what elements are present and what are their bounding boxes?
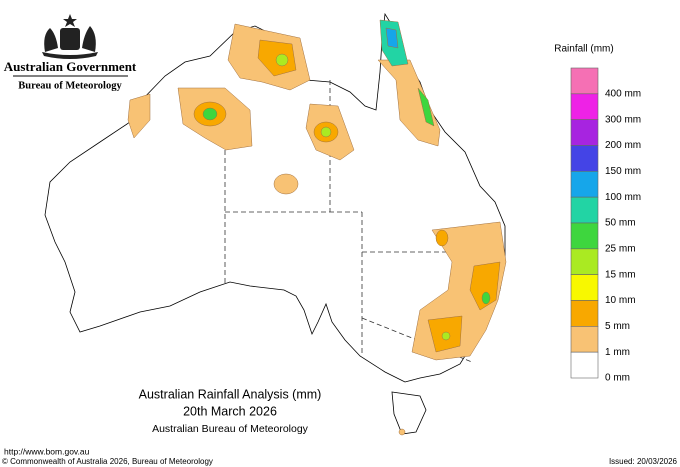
legend-swatch bbox=[570, 67, 599, 95]
legend-swatch bbox=[570, 171, 599, 198]
legend-label: 5 mm bbox=[605, 321, 630, 332]
legend-label: 400 mm bbox=[605, 88, 641, 99]
legend-swatch bbox=[570, 145, 599, 172]
legend-swatch bbox=[570, 93, 599, 120]
legend-label: 200 mm bbox=[605, 140, 641, 151]
map bbox=[44, 12, 507, 436]
australia-outline bbox=[44, 12, 506, 383]
legend-swatch bbox=[570, 222, 599, 250]
legend-swatch bbox=[570, 248, 599, 275]
agency-name: Bureau of Meteorology bbox=[18, 80, 122, 91]
legend-swatch bbox=[570, 300, 599, 327]
legend-label: 100 mm bbox=[605, 192, 641, 203]
legend-label: 10 mm bbox=[605, 295, 636, 306]
legend-label: 1 mm bbox=[605, 347, 630, 358]
tasmania bbox=[391, 391, 427, 435]
legend-swatch bbox=[570, 351, 599, 379]
legend-swatch bbox=[570, 119, 599, 146]
rainfall-areas bbox=[127, 19, 507, 436]
legend-label: 150 mm bbox=[605, 166, 641, 177]
map-title: Australian Rainfall Analysis (mm) bbox=[139, 387, 322, 401]
legend-swatch bbox=[570, 274, 599, 301]
coat-of-arms bbox=[42, 14, 98, 59]
legend-label: 0 mm bbox=[605, 373, 630, 384]
map-source: Australian Bureau of Meteorology bbox=[152, 423, 309, 435]
legend-label: 25 mm bbox=[605, 243, 636, 254]
legend-label: 15 mm bbox=[605, 269, 636, 280]
government-name: Australian Government bbox=[4, 59, 137, 74]
footer-url: http://www.bom.gov.au bbox=[4, 446, 90, 456]
legend-swatch bbox=[570, 196, 599, 224]
legend: 400 mm 300 mm 200 mm 150 mm 100 mm 50 mm 25 mm… bbox=[570, 67, 641, 384]
legend-label: 50 mm bbox=[605, 218, 636, 229]
footer-issued: Issued: 20/03/2026 bbox=[609, 457, 678, 466]
legend-swatch bbox=[570, 326, 599, 353]
footer-copyright: © Commonwealth of Australia 2026, Bureau… bbox=[2, 457, 213, 466]
legend-title: Rainfall (mm) bbox=[554, 44, 613, 55]
legend-label: 300 mm bbox=[605, 114, 641, 125]
map-date: 20th March 2026 bbox=[183, 404, 277, 418]
